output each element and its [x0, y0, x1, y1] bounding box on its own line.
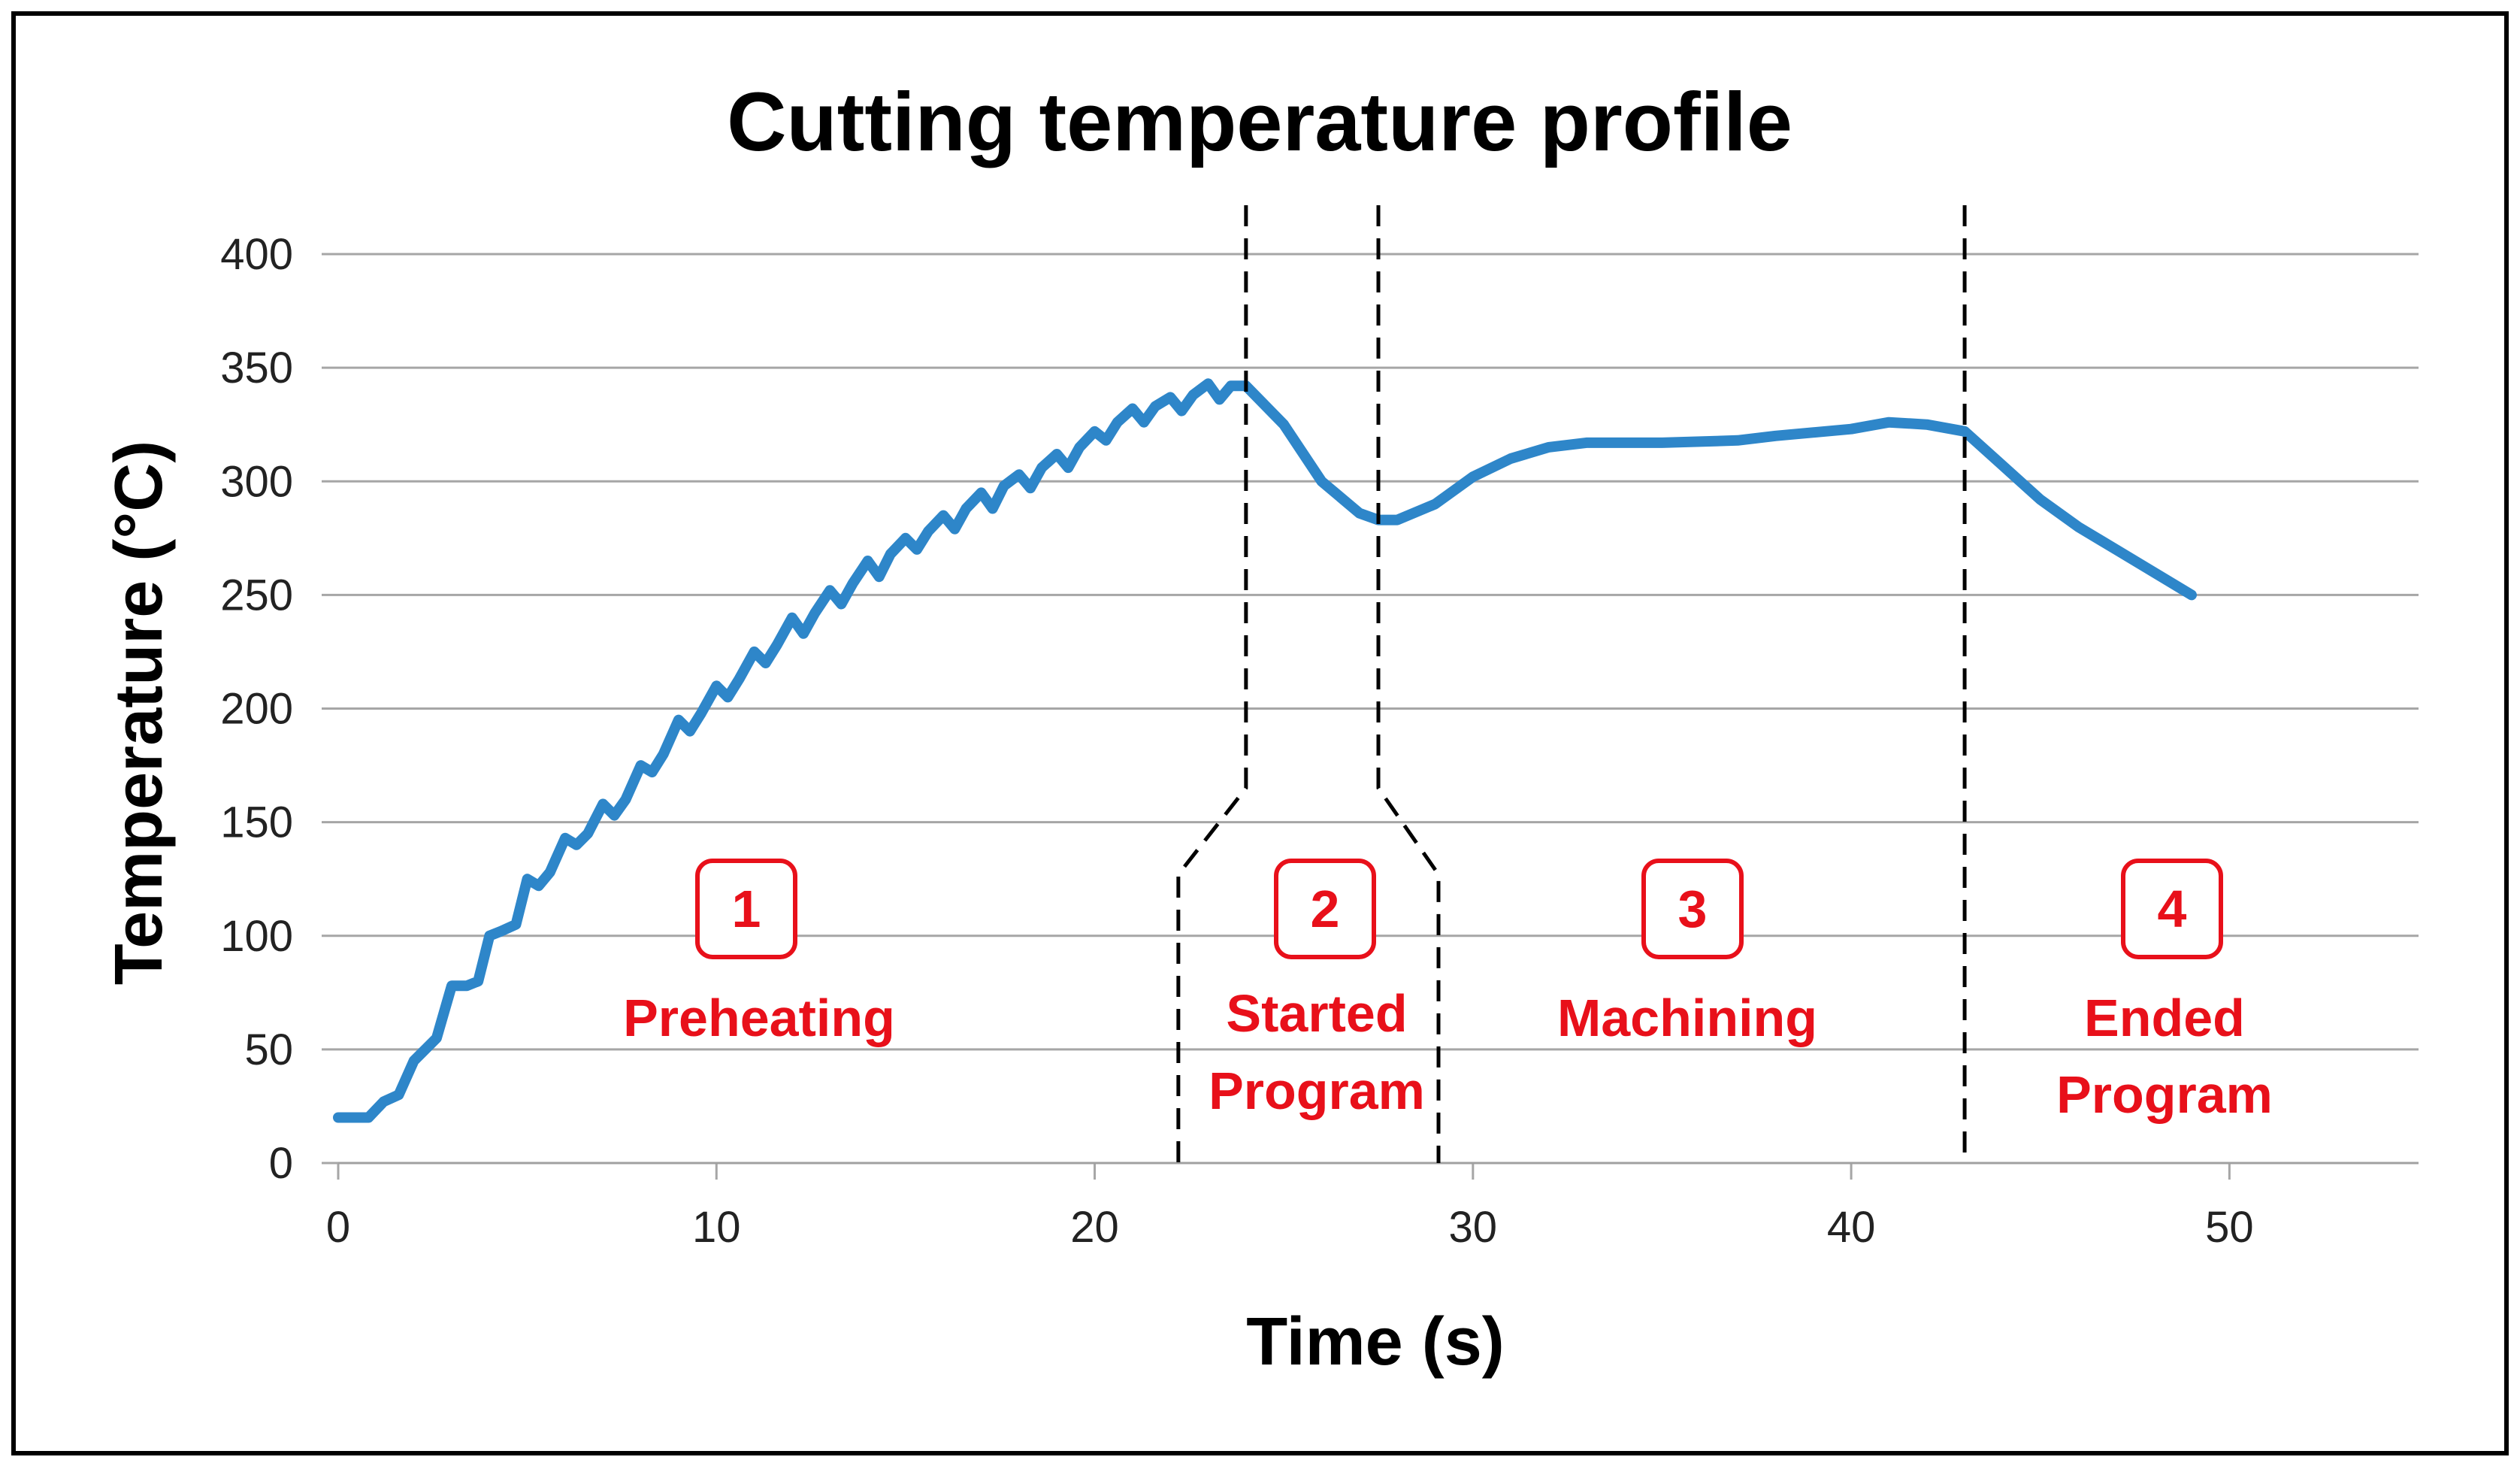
- x-tick-label-10: 10: [692, 1203, 741, 1252]
- x-tick-label-50: 50: [2205, 1203, 2254, 1252]
- y-tick-label-200: 200: [220, 685, 293, 734]
- phase-2-number: 2: [1311, 880, 1340, 938]
- y-tick-label-300: 300: [220, 457, 293, 506]
- x-axis-ticks: 0 10 20 30 40 50: [326, 1163, 2254, 1252]
- phase-2-label-line1: Started: [1226, 984, 1407, 1043]
- phase-4-label-line2: Program: [2056, 1065, 2273, 1124]
- y-tick-label-100: 100: [220, 912, 293, 961]
- phase-4-label-line1: Ended: [2084, 989, 2245, 1047]
- phase-1-number: 1: [732, 880, 761, 938]
- phase-marker-machining-start: [1376, 205, 1441, 1163]
- x-axis-title: Time (s): [1246, 1304, 1504, 1380]
- phase-4-annotation: 4 Ended Program: [2056, 859, 2273, 1124]
- phase-4-badge: [2121, 859, 2223, 959]
- phase-markers: [1176, 205, 1967, 1163]
- phase-3-badge: [1641, 859, 1744, 959]
- phase-1-badge: [695, 859, 797, 959]
- y-tick-label-0: 0: [269, 1139, 293, 1188]
- y-tick-label-50: 50: [244, 1025, 293, 1074]
- phase-4-number: 4: [2158, 880, 2187, 938]
- phase-2-annotation: 2 Started Program: [1209, 859, 1425, 1120]
- phase-2-label-line2: Program: [1209, 1062, 1425, 1120]
- chart-frame: [11, 11, 2509, 1455]
- phase-3-label: Machining: [1557, 989, 1817, 1047]
- y-axis-ticks: 0 50 100 150 200 250 300 350 400: [220, 230, 338, 1188]
- phase-marker-start-program: [1176, 205, 1248, 1163]
- series-line-cutting-temperature: [333, 378, 2197, 1123]
- x-tick-label-0: 0: [326, 1203, 350, 1252]
- phase-3-number: 3: [1678, 880, 1708, 938]
- x-tick-label-30: 30: [1449, 1203, 1498, 1252]
- y-axis-title: Temperature (°C): [101, 441, 177, 985]
- phase-2-badge: [1274, 859, 1376, 959]
- y-tick-label-400: 400: [220, 230, 293, 279]
- chart-title: Cutting temperature profile: [727, 76, 1792, 168]
- x-tick-label-40: 40: [1827, 1203, 1876, 1252]
- y-tick-label-350: 350: [220, 344, 293, 392]
- phase-1-annotation: 1 Preheating: [623, 859, 895, 1047]
- y-tick-label-150: 150: [220, 798, 293, 847]
- y-tick-label-250: 250: [220, 571, 293, 619]
- phase-3-annotation: 3 Machining: [1557, 859, 1817, 1047]
- x-tick-label-20: 20: [1070, 1203, 1119, 1252]
- phase-1-label: Preheating: [623, 989, 895, 1047]
